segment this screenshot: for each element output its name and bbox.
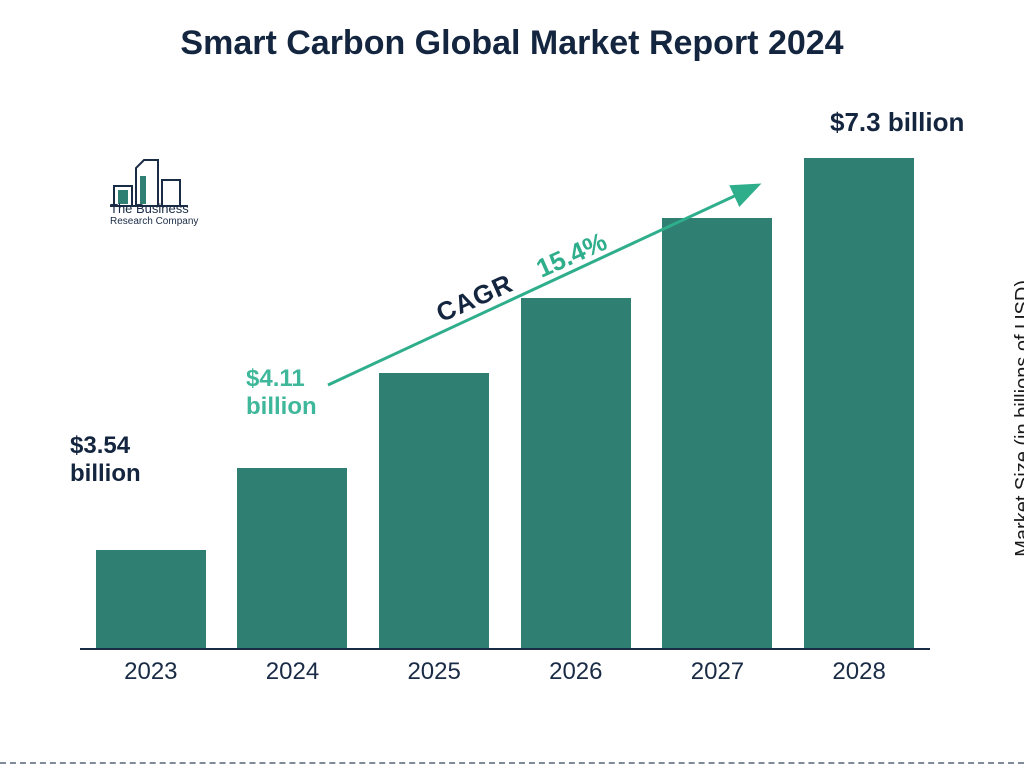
x-axis-tick-label: 2023 — [91, 658, 211, 686]
bar — [96, 550, 206, 648]
bar — [662, 218, 772, 648]
footer-dashed-line — [0, 762, 1024, 764]
bar — [237, 468, 347, 648]
x-axis-tick-label: 2028 — [799, 658, 919, 686]
x-axis-tick-label: 2026 — [516, 658, 636, 686]
bar-group: 2024 — [232, 468, 352, 648]
bar-container: 202320242025202620272028 — [80, 128, 930, 648]
bar-chart: 202320242025202620272028 — [80, 130, 930, 690]
x-axis-line — [80, 648, 930, 650]
x-axis-tick-label: 2027 — [657, 658, 777, 686]
chart-title: Smart Carbon Global Market Report 2024 — [0, 24, 1024, 63]
bar-group: 2025 — [374, 373, 494, 648]
bar-group: 2027 — [657, 218, 777, 648]
bar-group: 2023 — [91, 550, 211, 648]
bar-value-label: $3.54billion — [70, 432, 210, 487]
bar-value-label: $4.11billion — [246, 365, 386, 420]
x-axis-tick-label: 2025 — [374, 658, 494, 686]
y-axis-label: Market Size (in billions of USD) — [1012, 280, 1024, 557]
bar-group: 2026 — [516, 298, 636, 648]
bar-group: 2028 — [799, 158, 919, 648]
bar — [379, 373, 489, 648]
bar — [804, 158, 914, 648]
bar-value-label: $7.3 billion — [830, 108, 1024, 138]
bar — [521, 298, 631, 648]
x-axis-tick-label: 2024 — [232, 658, 352, 686]
